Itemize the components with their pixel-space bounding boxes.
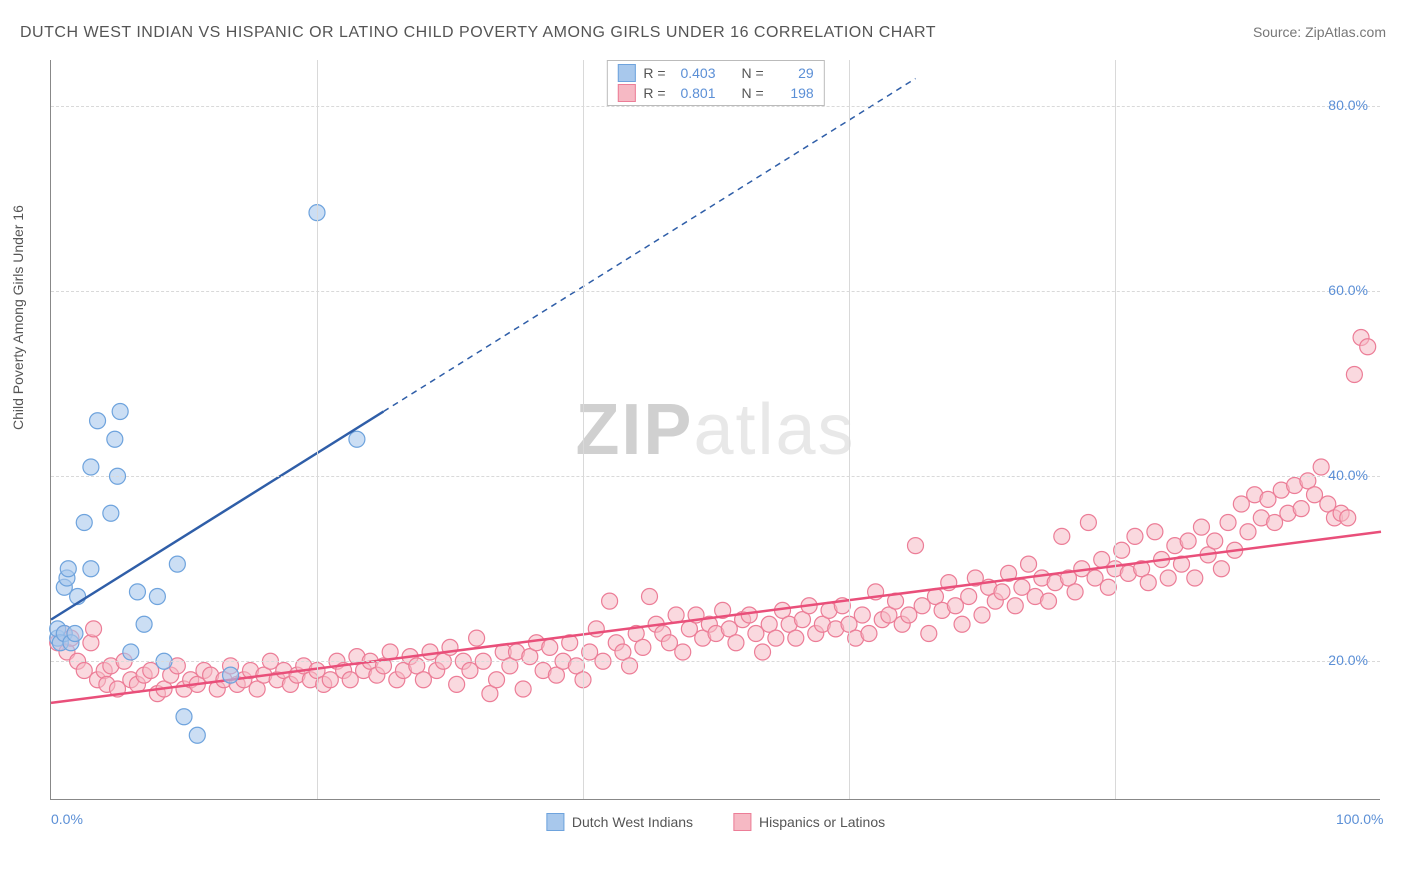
scatter-point: [1021, 556, 1037, 572]
scatter-point: [1240, 524, 1256, 540]
scatter-point: [1346, 367, 1362, 383]
y-tick-label: 20.0%: [1328, 652, 1368, 668]
scatter-point: [189, 727, 205, 743]
scatter-point: [974, 607, 990, 623]
scatter-point: [176, 709, 192, 725]
scatter-point: [129, 584, 145, 600]
scatter-point: [76, 515, 92, 531]
scatter-point: [1140, 575, 1156, 591]
scatter-point: [136, 616, 152, 632]
scatter-point: [1193, 519, 1209, 535]
scatter-point: [755, 644, 771, 660]
scatter-point: [1213, 561, 1229, 577]
scatter-point: [642, 589, 658, 605]
scatter-point: [103, 505, 119, 521]
scatter-point: [86, 621, 102, 637]
gridline-h: [51, 661, 1380, 662]
scatter-point: [675, 644, 691, 660]
chart-title: DUTCH WEST INDIAN VS HISPANIC OR LATINO …: [20, 24, 936, 42]
scatter-point: [1293, 501, 1309, 517]
scatter-point: [635, 639, 651, 655]
scatter-point: [83, 561, 99, 577]
scatter-point: [728, 635, 744, 651]
scatter-point: [1187, 570, 1203, 586]
scatter-point: [469, 630, 485, 646]
scatter-point: [994, 584, 1010, 600]
scatter-point: [1100, 579, 1116, 595]
scatter-point: [1340, 510, 1356, 526]
scatter-point: [169, 556, 185, 572]
scatter-point: [861, 626, 877, 642]
trend-line: [51, 412, 384, 620]
scatter-point: [1114, 542, 1130, 558]
gridline-v: [317, 60, 318, 799]
scatter-point: [542, 639, 558, 655]
scatter-point: [60, 561, 76, 577]
y-tick-label: 40.0%: [1328, 467, 1368, 483]
scatter-point: [223, 667, 239, 683]
stats-row-series-0: R = 0.403 N = 29: [607, 63, 823, 83]
swatch-series-1: [733, 813, 751, 831]
scatter-point: [602, 593, 618, 609]
scatter-point: [515, 681, 531, 697]
scatter-point: [90, 413, 106, 429]
scatter-point: [961, 589, 977, 605]
plot-area: ZIPatlas R = 0.403 N = 29 R = 0.801 N = …: [50, 60, 1380, 800]
scatter-point: [1041, 593, 1057, 609]
legend-item-series-1: Hispanics or Latinos: [733, 813, 885, 831]
scatter-point: [788, 630, 804, 646]
y-tick-label: 80.0%: [1328, 97, 1368, 113]
scatter-point: [123, 644, 139, 660]
scatter-point: [112, 404, 128, 420]
swatch-series-0: [617, 64, 635, 82]
scatter-point: [854, 607, 870, 623]
gridline-v: [1115, 60, 1116, 799]
scatter-point: [1067, 584, 1083, 600]
scatter-point: [954, 616, 970, 632]
legend-item-series-0: Dutch West Indians: [546, 813, 693, 831]
y-tick-label: 60.0%: [1328, 282, 1368, 298]
scatter-point: [1313, 459, 1329, 475]
chart-svg: [51, 60, 1380, 799]
scatter-point: [83, 635, 99, 651]
x-tick-label: 100.0%: [1336, 811, 1383, 827]
x-tick-label: 0.0%: [51, 811, 83, 827]
y-axis-label: Child Poverty Among Girls Under 16: [10, 205, 26, 430]
scatter-point: [908, 538, 924, 554]
scatter-point: [1220, 515, 1236, 531]
scatter-point: [1207, 533, 1223, 549]
gridline-v: [849, 60, 850, 799]
scatter-point: [1007, 598, 1023, 614]
source-attribution: Source: ZipAtlas.com: [1253, 24, 1386, 40]
scatter-point: [107, 431, 123, 447]
scatter-point: [83, 459, 99, 475]
scatter-point: [1054, 528, 1070, 544]
scatter-point: [1360, 339, 1376, 355]
scatter-point: [1160, 570, 1176, 586]
gridline-h: [51, 106, 1380, 107]
scatter-point: [449, 676, 465, 692]
gridline-h: [51, 476, 1380, 477]
scatter-point: [67, 626, 83, 642]
trend-line: [51, 532, 1381, 703]
scatter-point: [1180, 533, 1196, 549]
stats-row-series-1: R = 0.801 N = 198: [607, 83, 823, 103]
scatter-point: [1127, 528, 1143, 544]
scatter-point: [349, 431, 365, 447]
trend-line-extrapolated: [384, 79, 916, 412]
gridline-v: [583, 60, 584, 799]
stats-legend: R = 0.403 N = 29 R = 0.801 N = 198: [606, 60, 824, 106]
scatter-point: [768, 630, 784, 646]
scatter-point: [1147, 524, 1163, 540]
series-legend: Dutch West Indians Hispanics or Latinos: [546, 813, 885, 831]
swatch-series-1: [617, 84, 635, 102]
scatter-point: [149, 589, 165, 605]
scatter-point: [489, 672, 505, 688]
scatter-point: [921, 626, 937, 642]
scatter-point: [1080, 515, 1096, 531]
swatch-series-0: [546, 813, 564, 831]
gridline-h: [51, 291, 1380, 292]
